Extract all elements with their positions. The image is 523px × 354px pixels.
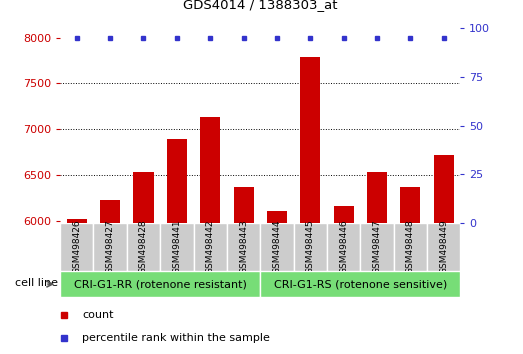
Bar xyxy=(233,187,254,223)
Bar xyxy=(67,219,87,223)
Bar xyxy=(133,172,154,223)
Text: GSM498428: GSM498428 xyxy=(139,219,148,274)
Text: GDS4014 / 1388303_at: GDS4014 / 1388303_at xyxy=(183,0,337,11)
Bar xyxy=(227,223,260,271)
Bar xyxy=(60,223,94,271)
Bar xyxy=(260,223,293,271)
Bar xyxy=(94,223,127,271)
Text: percentile rank within the sample: percentile rank within the sample xyxy=(82,333,270,343)
Bar xyxy=(194,223,227,271)
Text: GSM498444: GSM498444 xyxy=(272,220,281,274)
Text: count: count xyxy=(82,310,113,320)
Text: CRI-G1-RS (rotenone sensitive): CRI-G1-RS (rotenone sensitive) xyxy=(274,279,447,289)
Text: GSM498445: GSM498445 xyxy=(306,219,315,274)
Text: GSM498427: GSM498427 xyxy=(106,219,115,274)
Bar xyxy=(427,223,460,271)
Text: GSM498443: GSM498443 xyxy=(239,219,248,274)
Bar xyxy=(160,223,194,271)
Text: CRI-G1-RR (rotenone resistant): CRI-G1-RR (rotenone resistant) xyxy=(74,279,247,289)
Bar xyxy=(293,223,327,271)
Bar xyxy=(200,118,220,223)
Bar xyxy=(260,271,460,297)
Bar xyxy=(60,271,260,297)
Text: GSM498441: GSM498441 xyxy=(173,219,181,274)
Bar xyxy=(334,206,354,223)
Text: GSM498449: GSM498449 xyxy=(439,219,448,274)
Text: GSM498426: GSM498426 xyxy=(72,219,81,274)
Bar xyxy=(360,223,393,271)
Bar xyxy=(167,138,187,223)
Bar xyxy=(100,200,120,223)
Bar xyxy=(267,211,287,223)
Bar xyxy=(434,155,453,223)
Bar xyxy=(327,223,360,271)
Bar xyxy=(300,57,320,223)
Text: GSM498446: GSM498446 xyxy=(339,219,348,274)
Text: GSM498442: GSM498442 xyxy=(206,220,214,274)
Text: GSM498447: GSM498447 xyxy=(372,219,381,274)
Text: cell line: cell line xyxy=(15,278,58,288)
Bar xyxy=(394,223,427,271)
Bar xyxy=(127,223,160,271)
Bar xyxy=(367,172,387,223)
Text: GSM498448: GSM498448 xyxy=(406,219,415,274)
Bar xyxy=(400,187,420,223)
